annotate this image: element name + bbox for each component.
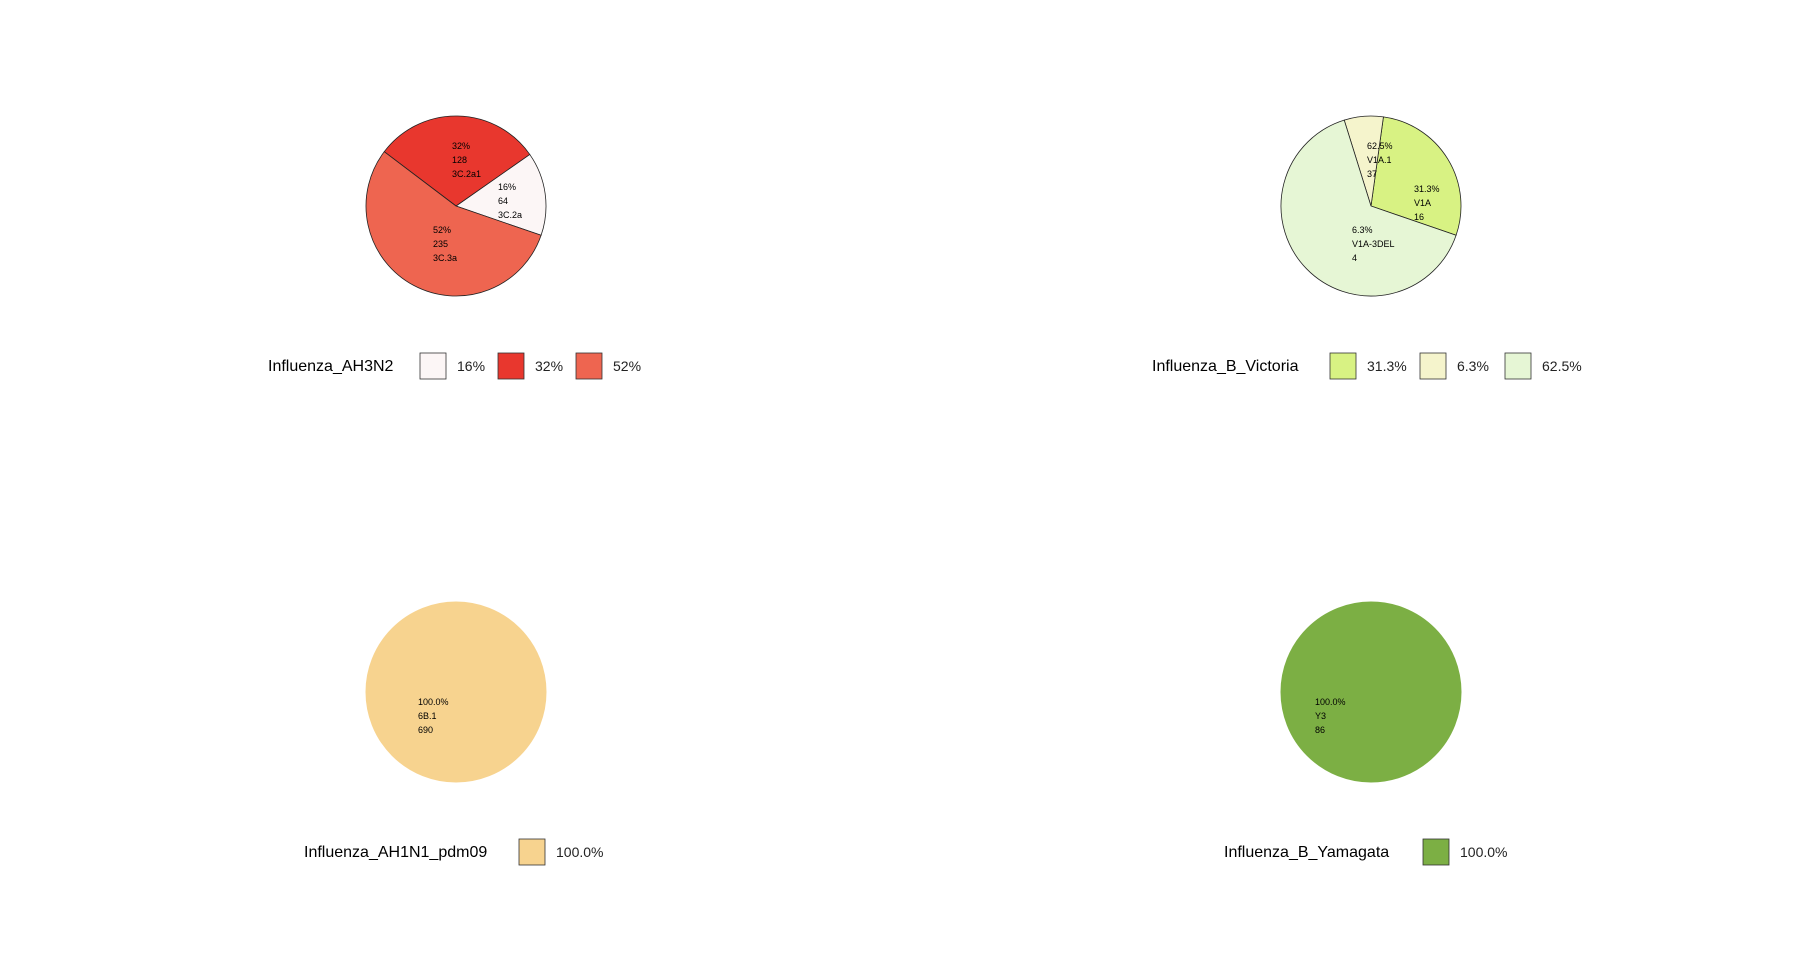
pie-chart-1: 16% 64 3C.2a 32% 128 3C.2a1 52% 235 3C.3a Influen… xyxy=(268,115,641,380)
pie-slice xyxy=(365,601,547,783)
legend-swatch xyxy=(1504,352,1532,380)
pie-chart-4: 100.0% Y3 86 Influenza_B_Yamagata 100.0% xyxy=(1224,601,1507,866)
legend-label: 62.5% xyxy=(1542,358,1582,374)
legend-swatch xyxy=(1419,352,1447,380)
pie-slice xyxy=(383,115,531,207)
legend-label: 32% xyxy=(535,358,563,374)
legend-swatch xyxy=(1329,352,1357,380)
legend-swatch xyxy=(497,352,525,380)
slice-label: 52% 235 3C.3a xyxy=(433,225,457,263)
slice-label: 32% 128 3C.2a1 xyxy=(452,141,481,179)
pie-slice xyxy=(1370,116,1462,236)
legend-swatch xyxy=(518,838,546,866)
slice-label: 100.0% 6B.1 690 xyxy=(418,697,449,735)
legend-label: 31.3% xyxy=(1367,358,1407,374)
legend-title: Influenza_B_Yamagata xyxy=(1224,844,1389,861)
legend-swatch xyxy=(575,352,603,380)
pie-slice xyxy=(455,153,547,236)
legend: Influenza_AH1N1_pdm09 100.0% xyxy=(304,838,603,866)
pie-slice xyxy=(1280,119,1457,297)
slice-label: 100.0% Y3 86 xyxy=(1315,697,1346,735)
legend-title: Influenza_AH1N1_pdm09 xyxy=(304,844,487,861)
legend-label: 100.0% xyxy=(556,844,603,860)
legend: Influenza_B_Victoria 31.3% 6.3% 62.5% xyxy=(1152,352,1582,380)
legend-label: 100.0% xyxy=(1460,844,1507,860)
slice-label: 31.3% V1A 16 xyxy=(1414,184,1440,222)
slice-label: 16% 64 3C.2a xyxy=(498,182,522,220)
pie-slice xyxy=(1280,601,1462,783)
legend-swatch xyxy=(1422,838,1450,866)
pie-chart-3: 100.0% 6B.1 690 Influenza_AH1N1_pdm09 100.0% xyxy=(304,601,603,866)
slice-label: 6.3% V1A-3DEL 4 xyxy=(1352,225,1395,263)
legend-label: 16% xyxy=(457,358,485,374)
legend-title: Influenza_B_Victoria xyxy=(1152,358,1299,375)
legend: Influenza_AH3N2 16% 32% 52% xyxy=(268,352,641,380)
legend-label: 52% xyxy=(613,358,641,374)
slice-label: 62.5% V1A.1 37 xyxy=(1367,141,1393,179)
legend-swatch xyxy=(419,352,447,380)
pie-slice xyxy=(365,151,542,297)
legend: Influenza_B_Yamagata 100.0% xyxy=(1224,838,1507,866)
legend-label: 6.3% xyxy=(1457,358,1489,374)
pie-chart-2: 31.3% V1A 16 6.3% V1A-3DEL 4 62.5% V1A.1 37 Influ… xyxy=(1152,115,1582,380)
legend-title: Influenza_AH3N2 xyxy=(268,358,394,375)
